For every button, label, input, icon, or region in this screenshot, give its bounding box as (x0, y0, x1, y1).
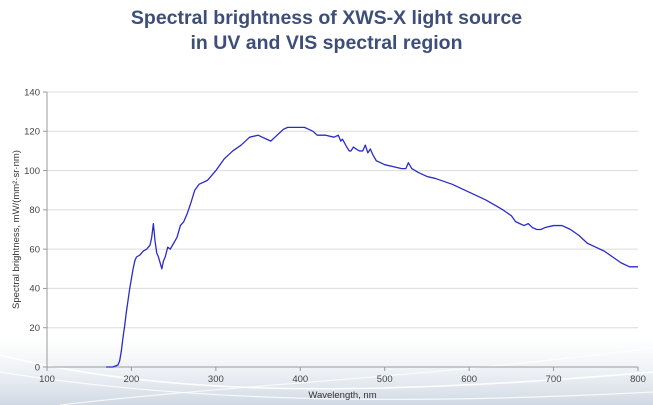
y-axis-title: Spectral brightness, mW/(mm²·sr·nm) (11, 150, 22, 309)
chart-title: Spectral brightness of XWS-X light sourc… (0, 6, 653, 56)
x-tick-label-200: 200 (123, 374, 139, 385)
x-axis-title: Wavelength, nm (308, 390, 376, 401)
chart-title-line-1: Spectral brightness of XWS-X light sourc… (130, 7, 523, 29)
y-tick-label-80: 80 (29, 205, 40, 216)
series-layer (106, 126, 638, 368)
y-tick-label-40: 40 (29, 284, 40, 295)
x-tick-labels: 100 200 300 400 500 600 700 800 (39, 374, 646, 385)
y-tick-label-0: 0 (35, 362, 40, 373)
grid-lines (47, 91, 638, 329)
x-tick-label-800: 800 (630, 374, 646, 385)
y-tick-label-20: 20 (29, 323, 40, 334)
series-line-XWS-X (106, 126, 638, 368)
y-tick-label-140: 140 (24, 87, 40, 98)
chart-title-line-2: in UV and VIS spectral region (190, 32, 463, 54)
y-tick-label-100: 100 (24, 166, 40, 177)
x-tick-label-100: 100 (39, 374, 55, 385)
y-tick-label-120: 120 (24, 127, 40, 138)
axes (43, 91, 639, 371)
x-tick-label-300: 300 (208, 374, 224, 385)
x-tick-label-500: 500 (377, 374, 393, 385)
x-tick-label-700: 700 (546, 374, 562, 385)
x-tick-label-400: 400 (292, 374, 308, 385)
y-tick-labels: 0 20 40 60 80 100 120 140 (24, 87, 40, 373)
x-tick-label-600: 600 (461, 374, 477, 385)
y-tick-label-60: 60 (29, 244, 40, 255)
